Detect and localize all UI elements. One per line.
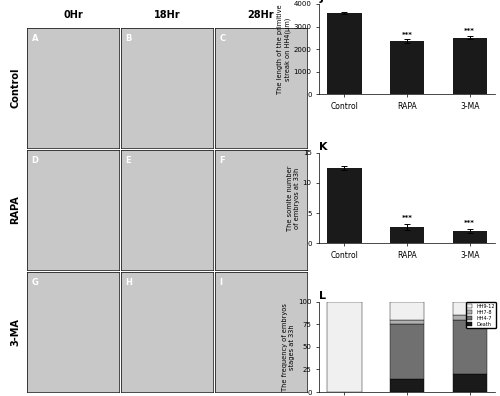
Text: ***: *** — [464, 29, 475, 34]
Bar — [390, 379, 424, 392]
Bar — [452, 302, 487, 315]
Text: A: A — [32, 34, 38, 42]
Y-axis label: The frequency of embryos
stages at 33h: The frequency of embryos stages at 33h — [282, 303, 296, 391]
Text: 18Hr: 18Hr — [154, 10, 180, 20]
Text: D: D — [32, 156, 38, 165]
Bar — [327, 168, 362, 243]
Bar — [390, 324, 424, 379]
Text: H: H — [126, 278, 132, 287]
Text: ***: *** — [464, 220, 475, 226]
Bar — [390, 320, 424, 324]
Bar — [390, 227, 424, 243]
Y-axis label: The somite number
of embryos at 33h: The somite number of embryos at 33h — [287, 165, 300, 231]
Bar — [390, 302, 424, 320]
Legend: HH9-12, HH7-8, HH4-7, Death: HH9-12, HH7-8, HH4-7, Death — [466, 303, 496, 328]
Bar — [452, 374, 487, 392]
Text: K: K — [319, 142, 328, 152]
Bar — [390, 41, 424, 94]
Text: 3-MA: 3-MA — [10, 318, 20, 346]
Text: ***: *** — [402, 215, 412, 221]
Text: 28Hr: 28Hr — [248, 10, 274, 20]
Bar — [452, 320, 487, 374]
Text: ***: *** — [402, 32, 412, 38]
Y-axis label: The length of the primitive
streak on HH4(μm): The length of the primitive streak on HH… — [278, 4, 291, 94]
Text: J: J — [319, 0, 323, 3]
Bar — [327, 13, 362, 94]
Bar — [452, 315, 487, 320]
Text: G: G — [32, 278, 38, 287]
Text: C: C — [220, 34, 226, 42]
Text: I: I — [220, 278, 222, 287]
Bar — [452, 231, 487, 243]
Text: 0Hr: 0Hr — [63, 10, 83, 20]
Bar — [452, 38, 487, 94]
Bar — [327, 302, 362, 392]
Text: L: L — [319, 291, 326, 301]
Text: E: E — [126, 156, 131, 165]
Text: Control: Control — [10, 67, 20, 108]
Text: B: B — [126, 34, 132, 42]
Text: RAPA: RAPA — [10, 195, 20, 224]
Text: F: F — [220, 156, 225, 165]
